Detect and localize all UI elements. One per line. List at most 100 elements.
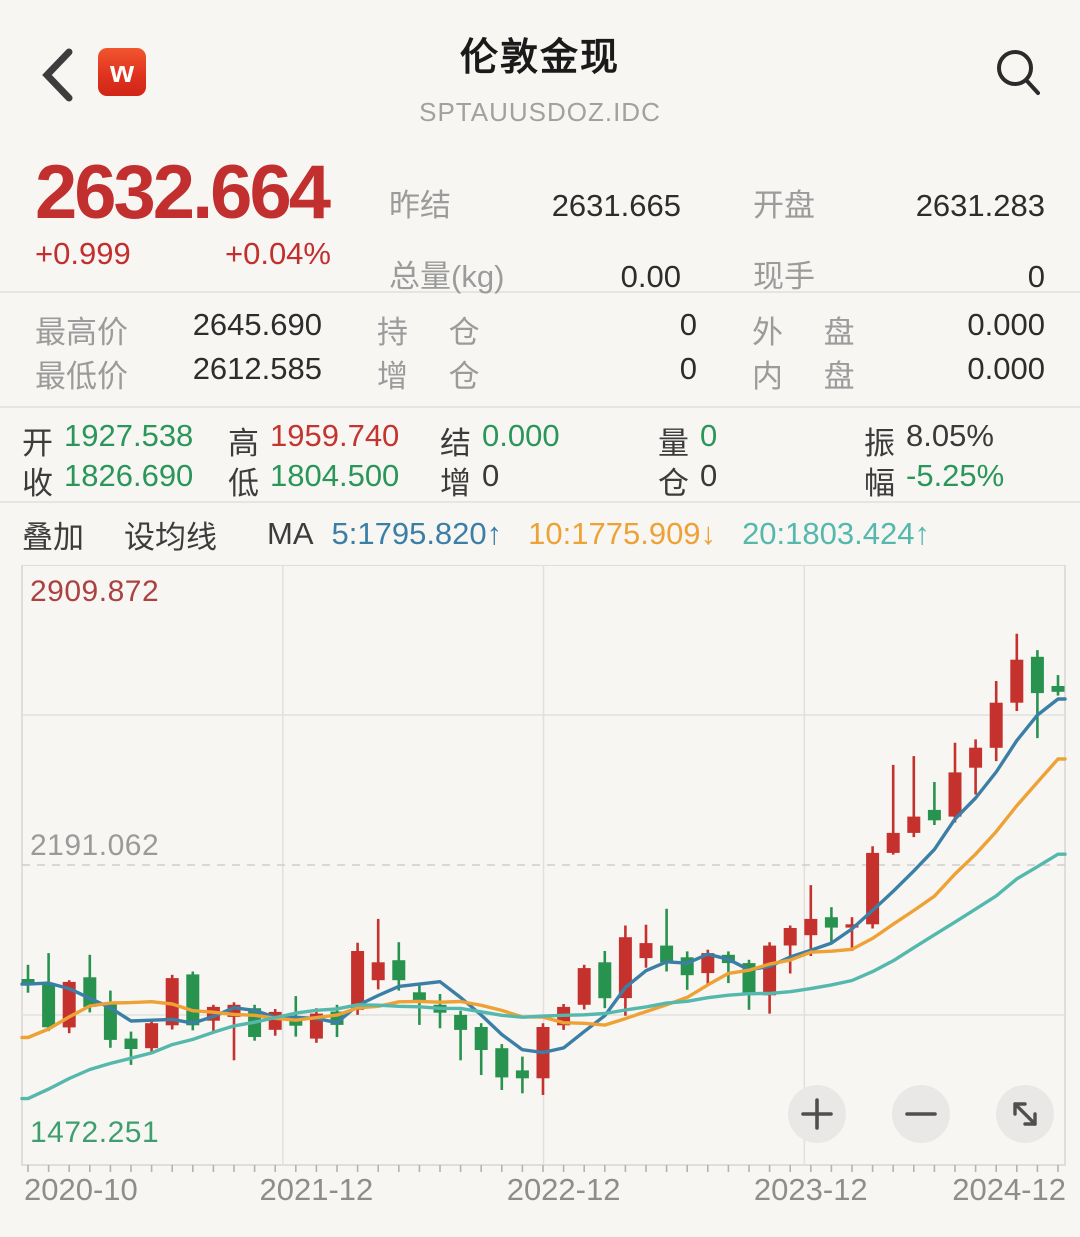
x-axis-label: 2024-12 xyxy=(952,1172,1066,1207)
search-icon xyxy=(997,50,1040,95)
header: w 伦敦金现 SPTAUUSDOZ.IDC xyxy=(0,0,1080,148)
stat-value: 2612.585 xyxy=(192,351,322,386)
kline-high: 高 1959.740 xyxy=(228,418,440,463)
k-value: -5.25% xyxy=(906,458,1005,493)
fullscreen-button[interactable] xyxy=(996,1085,1054,1143)
field-label: 总量(kg) xyxy=(389,259,505,294)
x-axis-label: 2021-12 xyxy=(259,1172,374,1207)
k-label: 高 xyxy=(228,426,259,461)
k-label: 收 xyxy=(22,466,53,501)
instrument-code: SPTAUUSDOZ.IDC xyxy=(419,97,661,127)
field-value: 2631.665 xyxy=(551,188,681,223)
k-value: 0 xyxy=(700,418,718,453)
stats-section: 最高价 2645.690 持 仓 0 外 盘 0.000 最低价 2612.58… xyxy=(0,293,1080,408)
stats-row-high: 最高价 2645.690 持 仓 0 外 盘 0.000 xyxy=(35,307,1045,351)
x-axis-label: 2020-10 xyxy=(24,1172,138,1207)
back-button[interactable] xyxy=(38,46,78,104)
chart-area[interactable]: 2909.872 2191.062 1472.251 2020-10 2021-1… xyxy=(0,565,1080,1237)
k-label: 开 xyxy=(22,426,53,461)
stat-label: 内 盘 xyxy=(752,359,855,394)
price-section: 2632.664 +0.999 +0.04% 昨结 2631.665 开盘 26… xyxy=(0,148,1080,294)
stat-oi-change: 增 仓 0 xyxy=(377,351,697,396)
plus-icon xyxy=(801,1098,833,1130)
kline-open: 开 1927.538 xyxy=(22,418,228,463)
kline-oi-change: 增 0 xyxy=(440,458,658,503)
kline-settle: 结 0.000 xyxy=(440,418,658,463)
field-value: 0 xyxy=(1027,259,1045,294)
x-axis-label: 2023-12 xyxy=(753,1172,868,1207)
wind-logo-letter: w xyxy=(109,54,135,89)
kline-volume: 量 0 xyxy=(658,418,864,463)
stat-outer-volume: 外 盘 0.000 xyxy=(752,307,1045,352)
ma-label: MA xyxy=(267,516,314,551)
x-axis-label: 2022-12 xyxy=(506,1172,621,1207)
k-value: 0 xyxy=(700,458,718,493)
ma20-readout: 20:1803.424↑ xyxy=(742,516,930,552)
price-change-pct: +0.04% xyxy=(224,235,331,271)
stat-value: 2645.690 xyxy=(192,307,322,342)
stat-low: 最低价 2612.585 xyxy=(35,351,322,396)
k-label: 量 xyxy=(658,426,689,461)
quote-field-prev-settle: 昨结 2631.665 xyxy=(389,180,681,225)
ma10-value: 10:1775.909 xyxy=(528,516,701,551)
quote-fields: 昨结 2631.665 开盘 2631.283 总量(kg) 0.00 现手 0 xyxy=(331,154,1045,294)
ma10-readout: 10:1775.909↓ xyxy=(528,516,716,552)
search-button[interactable] xyxy=(992,44,1044,100)
kline-row-1: 开 1927.538 高 1959.740 结 0.000 量 0 振 8.05… xyxy=(22,418,1058,461)
k-value: 1826.690 xyxy=(64,458,194,493)
last-price-block: 2632.664 +0.999 +0.04% xyxy=(35,154,331,291)
ma-toolbar: 叠加 设均线 MA 5:1795.820 ↑ 10:1775.909↓ 20:18… xyxy=(0,503,1080,565)
arrow-up-icon: ↑ xyxy=(914,516,930,551)
kline-oi: 仓 0 xyxy=(658,458,864,503)
kline-amplitude: 振 8.05% xyxy=(864,418,1058,463)
kline-ohlc-section: 开 1927.538 高 1959.740 结 0.000 量 0 振 8.05… xyxy=(0,408,1080,503)
candlestick-chart[interactable] xyxy=(0,565,1080,1237)
stats-row-low: 最低价 2612.585 增 仓 0 内 盘 0.000 xyxy=(35,351,1045,395)
kline-change-pct: 幅 -5.25% xyxy=(864,458,1058,503)
stat-label: 最低价 xyxy=(35,359,128,394)
field-label: 现手 xyxy=(753,259,815,294)
wind-logo: w xyxy=(98,48,146,96)
k-label: 幅 xyxy=(864,466,895,501)
change-row: +0.999 +0.04% xyxy=(35,236,331,272)
k-label: 振 xyxy=(864,426,895,461)
kline-low: 低 1804.500 xyxy=(228,458,440,503)
minus-icon xyxy=(905,1112,937,1116)
k-value: 0.000 xyxy=(482,418,560,453)
stat-value: 0.000 xyxy=(967,351,1045,386)
ma20-value: 20:1803.424 xyxy=(742,516,915,551)
price-change: +0.999 xyxy=(35,235,131,271)
overlay-button[interactable]: 叠加 xyxy=(22,519,84,555)
quote-field-current-lots: 现手 0 xyxy=(753,251,1045,296)
k-label: 仓 xyxy=(658,466,689,501)
k-label: 低 xyxy=(228,466,259,501)
field-value: 2631.283 xyxy=(915,188,1045,223)
k-value: 1804.500 xyxy=(270,458,400,493)
zoom-in-button[interactable] xyxy=(788,1085,846,1143)
y-axis-min-label: 1472.251 xyxy=(30,1116,160,1149)
set-ma-button[interactable]: 设均线 xyxy=(124,519,217,555)
k-value: 0 xyxy=(482,458,500,493)
stat-label: 最高价 xyxy=(35,315,128,350)
expand-arrows-icon xyxy=(1013,1102,1037,1126)
last-price: 2632.664 xyxy=(35,150,331,235)
stat-value: 0 xyxy=(679,307,697,342)
y-axis-mid-label: 2191.062 xyxy=(30,829,160,862)
field-label: 开盘 xyxy=(753,188,815,223)
field-value: 0.00 xyxy=(620,259,681,294)
k-value: 8.05% xyxy=(906,418,994,453)
arrow-down-icon: ↓ xyxy=(700,516,717,551)
k-label: 结 xyxy=(440,426,471,461)
stat-label: 持 仓 xyxy=(377,315,480,350)
stat-value: 0 xyxy=(679,351,697,386)
field-label: 昨结 xyxy=(389,188,451,223)
stat-label: 增 仓 xyxy=(377,359,480,394)
k-value: 1959.740 xyxy=(270,418,400,453)
ma5-value: 5:1795.820 xyxy=(331,516,487,551)
y-axis-max-label: 2909.872 xyxy=(30,575,160,608)
zoom-out-button[interactable] xyxy=(892,1085,950,1143)
kline-close: 收 1826.690 xyxy=(22,458,228,503)
stat-value: 0.000 xyxy=(967,307,1045,342)
page-title: 伦敦金现 xyxy=(459,37,620,79)
